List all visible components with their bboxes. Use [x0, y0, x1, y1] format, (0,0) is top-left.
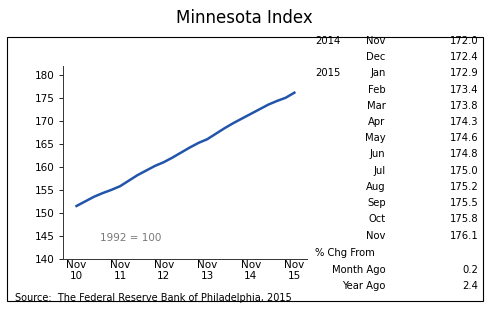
Text: 173.4: 173.4	[450, 85, 478, 95]
Text: May: May	[365, 133, 386, 143]
Text: Feb: Feb	[368, 85, 386, 95]
Text: 172.0: 172.0	[449, 36, 478, 46]
Text: Nov: Nov	[366, 231, 386, 241]
Text: % Chg From: % Chg From	[315, 248, 374, 258]
Text: Oct: Oct	[368, 214, 386, 224]
Text: 175.2: 175.2	[449, 182, 478, 192]
Text: Aug: Aug	[366, 182, 386, 192]
Text: Jun: Jun	[370, 149, 386, 159]
Text: 2.4: 2.4	[462, 281, 478, 291]
Text: Sep: Sep	[367, 198, 386, 208]
Text: 175.5: 175.5	[449, 198, 478, 208]
Text: 0.2: 0.2	[462, 265, 478, 275]
Text: 2014: 2014	[315, 36, 340, 46]
Text: 174.6: 174.6	[449, 133, 478, 143]
Text: 175.8: 175.8	[449, 214, 478, 224]
Text: 174.3: 174.3	[450, 117, 478, 127]
Text: 176.1: 176.1	[449, 231, 478, 241]
Text: Minnesota Index: Minnesota Index	[176, 9, 312, 27]
Text: Year Ago: Year Ago	[342, 281, 386, 291]
Text: Source:  The Federal Reserve Bank of Philadelphia, 2015: Source: The Federal Reserve Bank of Phil…	[15, 293, 291, 303]
Text: Jul: Jul	[373, 166, 386, 176]
Text: 2015: 2015	[315, 68, 340, 78]
Text: 172.4: 172.4	[449, 52, 478, 62]
Text: 1992 = 100: 1992 = 100	[101, 233, 162, 243]
Text: Apr: Apr	[368, 117, 386, 127]
Text: Nov: Nov	[366, 36, 386, 46]
Text: Jan: Jan	[370, 68, 386, 78]
Text: 174.8: 174.8	[450, 149, 478, 159]
Text: 172.9: 172.9	[449, 68, 478, 78]
Text: Mar: Mar	[366, 101, 386, 111]
Text: 173.8: 173.8	[450, 101, 478, 111]
Text: Month Ago: Month Ago	[332, 265, 386, 275]
Text: Dec: Dec	[366, 52, 386, 62]
Text: 175.0: 175.0	[449, 166, 478, 176]
